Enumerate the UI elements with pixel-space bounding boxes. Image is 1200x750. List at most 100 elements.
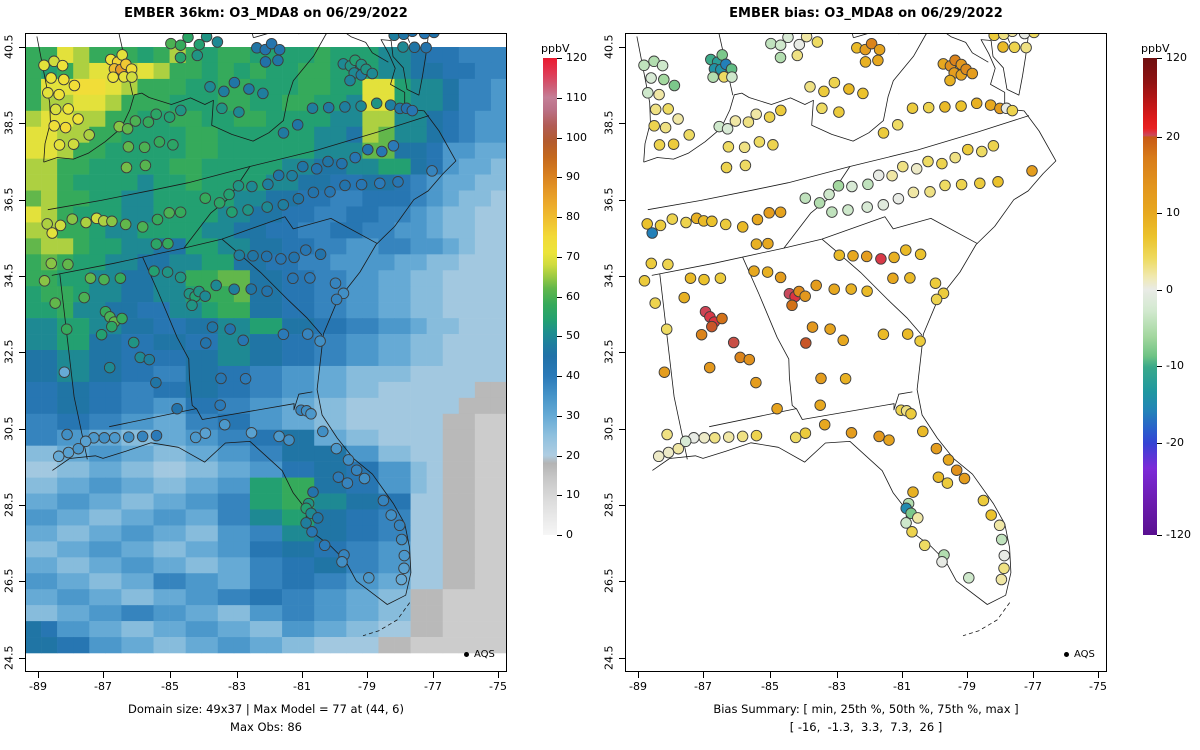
aqs-site-dot bbox=[818, 85, 830, 98]
map-border-line bbox=[647, 115, 1030, 211]
raster-cell bbox=[169, 621, 186, 638]
raster-cell bbox=[266, 397, 283, 415]
raster-cell bbox=[458, 429, 476, 446]
raster-cell bbox=[73, 350, 90, 367]
raster-cell bbox=[474, 621, 492, 638]
raster-cell bbox=[282, 605, 299, 622]
raster-cell bbox=[169, 350, 186, 367]
raster-cell bbox=[121, 637, 138, 654]
aqs-site-dot bbox=[789, 431, 802, 444]
raster-cell bbox=[298, 126, 315, 143]
raster-cell bbox=[282, 541, 299, 558]
x-axis-tick-label: -87 bbox=[694, 680, 712, 693]
raster-cell bbox=[185, 381, 203, 399]
raster-cell bbox=[442, 302, 460, 319]
aqs-site-dot bbox=[763, 207, 775, 219]
aqs-site-dot bbox=[707, 71, 719, 83]
aqs-site-dot bbox=[395, 573, 408, 586]
raster-cell bbox=[442, 621, 460, 638]
raster-cell bbox=[410, 605, 427, 622]
aqs-legend-dot-icon bbox=[1064, 652, 1069, 657]
aqs-site-dot bbox=[300, 517, 312, 529]
colorbar-tick-label: 50 bbox=[566, 329, 580, 343]
raster-cell bbox=[282, 62, 299, 80]
raster-cell bbox=[266, 605, 283, 622]
raster-cell bbox=[169, 302, 186, 319]
raster-cell bbox=[201, 493, 219, 510]
colorbar-tick bbox=[557, 137, 562, 139]
raster-cell bbox=[266, 541, 283, 558]
aqs-site-dot bbox=[1006, 104, 1019, 117]
raster-cell bbox=[362, 286, 379, 303]
aqs-site-dot bbox=[45, 72, 57, 84]
raster-cell bbox=[105, 381, 122, 399]
raster-cell bbox=[266, 350, 283, 367]
raster-cell bbox=[314, 62, 331, 80]
raster-cell bbox=[474, 541, 492, 558]
aqs-site-dot bbox=[901, 328, 914, 340]
raster-cell bbox=[458, 286, 476, 303]
raster-cell bbox=[458, 557, 476, 574]
raster-cell bbox=[426, 493, 444, 510]
raster-cell bbox=[330, 110, 347, 128]
raster-cell bbox=[410, 573, 427, 590]
raster-cell bbox=[105, 573, 122, 590]
aqs-site-dot bbox=[942, 454, 955, 466]
raster-cell bbox=[73, 605, 90, 622]
raster-cell bbox=[137, 190, 154, 207]
colorbar-tick-label: 110 bbox=[566, 90, 587, 104]
raster-cell bbox=[249, 605, 267, 622]
raster-cell bbox=[153, 222, 170, 239]
aqs-site-dot bbox=[324, 186, 336, 198]
raster-cell bbox=[458, 589, 476, 606]
raster-cell bbox=[410, 461, 427, 478]
raster-cell bbox=[426, 318, 444, 335]
aqs-site-dot bbox=[259, 56, 272, 68]
raster-cell bbox=[89, 621, 106, 638]
raster-cell bbox=[330, 573, 347, 590]
raster-cell bbox=[330, 238, 347, 255]
raster-cell bbox=[185, 493, 203, 510]
raster-cell bbox=[410, 254, 427, 271]
raster-cell bbox=[362, 429, 379, 446]
raster-cell bbox=[249, 381, 267, 399]
raster-cell bbox=[410, 397, 427, 415]
raster-cell bbox=[25, 365, 42, 383]
y-axis-tick bbox=[19, 47, 25, 48]
raster-cell bbox=[426, 621, 444, 638]
map-border-line bbox=[51, 216, 378, 276]
aqs-site-dot bbox=[257, 87, 269, 100]
y-axis-tick-label: 40.5 bbox=[602, 34, 616, 60]
x-axis-tick bbox=[38, 672, 39, 678]
aqs-site-dot bbox=[408, 41, 421, 54]
raster-cell bbox=[282, 397, 299, 415]
raster-cell bbox=[153, 254, 170, 271]
raster-cell bbox=[282, 621, 299, 638]
raster-cell bbox=[137, 621, 154, 638]
raster-cell bbox=[41, 541, 58, 558]
raster-cell bbox=[169, 318, 186, 335]
y-axis-tick-label: 24.5 bbox=[602, 645, 616, 671]
aqs-site-dot bbox=[1020, 41, 1032, 54]
raster-cell bbox=[346, 238, 363, 255]
raster-cell bbox=[153, 493, 170, 510]
raster-cell bbox=[57, 397, 74, 415]
raster-cell bbox=[458, 302, 476, 319]
raster-cell bbox=[330, 381, 347, 399]
aqs-site-dot bbox=[955, 100, 967, 112]
aqs-site-dot bbox=[799, 427, 812, 439]
aqs-site-dot bbox=[722, 141, 735, 153]
aqs-site-dot bbox=[84, 272, 97, 284]
aqs-site-dot bbox=[774, 39, 787, 51]
raster-cell bbox=[169, 381, 186, 399]
raster-cell bbox=[314, 350, 331, 367]
raster-cell bbox=[458, 509, 476, 526]
raster-cell bbox=[105, 254, 122, 271]
raster-cell bbox=[25, 445, 42, 462]
raster-cell bbox=[89, 350, 106, 367]
raster-cell bbox=[25, 541, 42, 558]
raster-cell bbox=[25, 605, 42, 622]
raster-cell bbox=[217, 589, 235, 606]
raster-cell bbox=[490, 413, 507, 431]
raster-cell bbox=[378, 206, 395, 223]
